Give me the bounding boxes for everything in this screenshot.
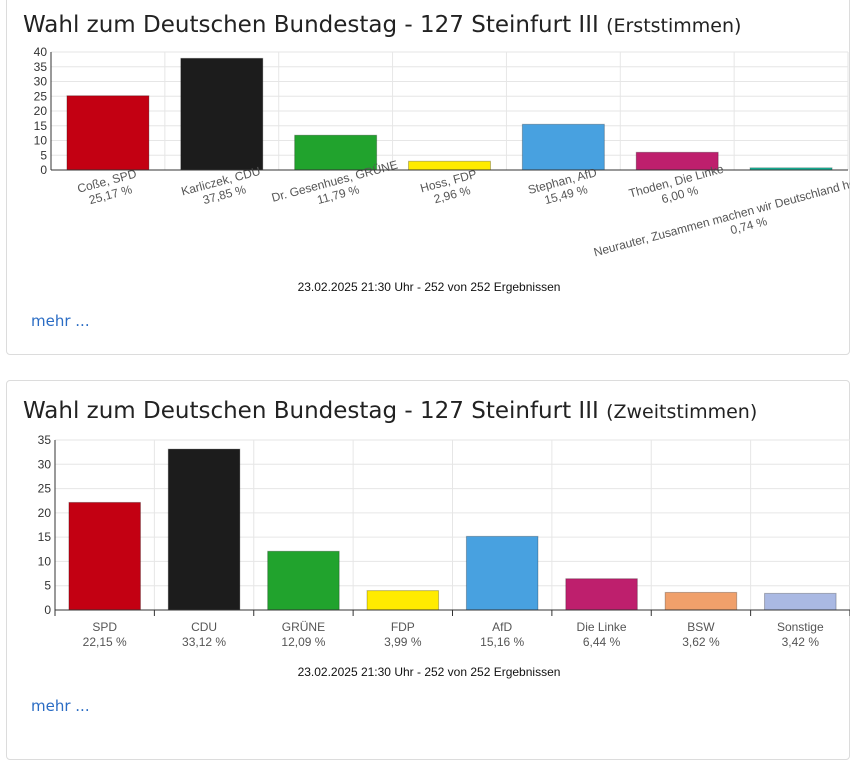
value-label: 3,99 %: [384, 635, 422, 649]
category-label: Die Linke: [577, 620, 627, 634]
title-text: Wahl zum Deutschen Bundestag - 127 Stein…: [23, 398, 599, 424]
title-subtitle: (Erststimmen): [606, 15, 742, 37]
y-tick-label: 25: [38, 482, 52, 496]
category-label: Sonstige: [777, 620, 824, 634]
category-label: AfD: [492, 620, 512, 634]
y-tick-label: 35: [34, 60, 48, 74]
bar: [68, 501, 141, 611]
bar: [267, 550, 340, 611]
value-label: 15,16 %: [480, 635, 524, 649]
erststimmen-card: Wahl zum Deutschen Bundestag - 127 Stein…: [6, 0, 850, 355]
y-tick-label: 15: [34, 119, 48, 133]
y-tick-label: 30: [38, 457, 52, 471]
y-tick-label: 40: [34, 45, 48, 59]
value-label: 6,44 %: [583, 635, 621, 649]
more-link[interactable]: mehr ...: [31, 312, 90, 330]
category-label: Neurauter, Zusammen machen wir Deutschla…: [592, 165, 850, 259]
y-tick-label: 25: [34, 89, 48, 103]
category-label: CDU: [191, 620, 217, 634]
y-tick-label: 30: [34, 75, 48, 89]
bar: [66, 95, 150, 171]
y-tick-label: 20: [38, 506, 52, 520]
card-title: Wahl zum Deutschen Bundestag - 127 Stein…: [23, 398, 757, 424]
value-label: 3,42 %: [782, 635, 820, 649]
value-label: 12,09 %: [281, 635, 325, 649]
category-label: BSW: [687, 620, 715, 634]
title-text: Wahl zum Deutschen Bundestag - 127 Stein…: [23, 12, 599, 38]
title-subtitle: (Zweitstimmen): [606, 401, 758, 423]
y-tick-label: 10: [38, 554, 52, 568]
bar: [408, 160, 491, 171]
category-label: GRÜNE: [282, 620, 325, 634]
bar: [180, 57, 264, 171]
y-tick-label: 0: [44, 603, 51, 617]
zweitstimmen-card: Wahl zum Deutschen Bundestag - 127 Stein…: [6, 380, 850, 760]
y-tick-label: 0: [40, 163, 47, 177]
bar: [366, 590, 440, 611]
y-tick-label: 15: [38, 530, 52, 544]
y-tick-label: 5: [40, 148, 47, 162]
result-status: 23.02.2025 21:30 Uhr - 252 von 252 Ergeb…: [297, 665, 561, 679]
category-label: FDP: [391, 620, 415, 634]
card-title: Wahl zum Deutschen Bundestag - 127 Stein…: [23, 12, 741, 38]
bar: [565, 578, 638, 611]
bar: [664, 591, 738, 611]
bar: [521, 123, 605, 171]
value-label: 33,12 %: [182, 635, 226, 649]
more-link[interactable]: mehr ...: [31, 697, 90, 715]
x-label-group: Neurauter, Zusammen machen wir Deutschla…: [592, 165, 850, 259]
value-label: 3,62 %: [682, 635, 720, 649]
result-status: 23.02.2025 21:30 Uhr - 252 von 252 Ergeb…: [297, 280, 561, 294]
bar: [764, 592, 837, 611]
y-tick-label: 10: [34, 134, 48, 148]
y-tick-label: 35: [38, 433, 52, 447]
y-tick-label: 20: [34, 104, 48, 118]
bar: [294, 134, 378, 171]
bar: [167, 448, 241, 611]
category-label: SPD: [92, 620, 117, 634]
bar: [465, 535, 539, 611]
y-tick-label: 5: [44, 579, 51, 593]
value-label: 22,15 %: [83, 635, 127, 649]
